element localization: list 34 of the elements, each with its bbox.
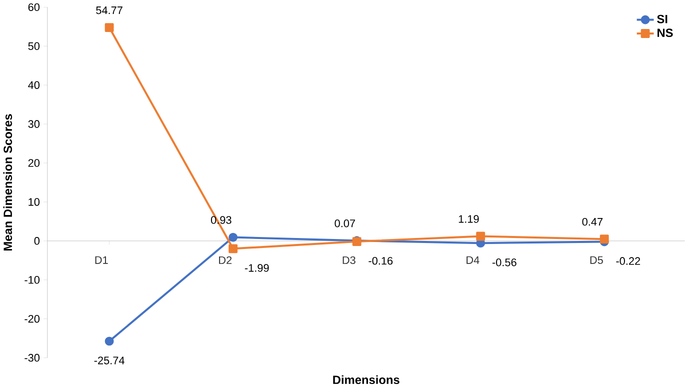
point (228, 244, 238, 253)
data-label: 0.07 (334, 219, 355, 228)
y-tick-label: 50 (28, 42, 40, 50)
y-tick-label: 10 (28, 198, 40, 206)
y-tick-label: -10 (24, 276, 40, 284)
y-tick-label: 40 (28, 81, 40, 89)
point (600, 234, 609, 244)
y-tick-label: -30 (24, 354, 40, 362)
data-label: -0.56 (492, 258, 516, 266)
point (104, 336, 114, 346)
data-label: -0.16 (368, 256, 393, 264)
legend-label: NS (658, 28, 673, 37)
y-axis-title: Mean Dimension Scores (3, 114, 12, 250)
data-label: -1.99 (244, 264, 269, 272)
point (104, 22, 114, 32)
y-tick-label: 20 (28, 158, 40, 167)
y-tick-label: 30 (28, 120, 40, 128)
data-label: 1.19 (458, 214, 479, 223)
data-label: -0.22 (616, 257, 640, 265)
data-label: 0.47 (582, 218, 603, 226)
y-tick-label: 0 (34, 236, 40, 245)
point (476, 232, 486, 241)
data-label: 54.77 (96, 6, 122, 14)
x-tick-label: D4 (466, 256, 480, 264)
legend-label: SI (657, 14, 668, 24)
x-tick-label: D2 (219, 256, 232, 264)
y-tick-label: -20 (24, 314, 40, 323)
x-tick-label: D5 (590, 256, 603, 264)
data-label: -25.74 (94, 356, 124, 364)
point (228, 232, 238, 242)
x-tick-label: D1 (95, 256, 108, 264)
x-axis-title: Dimensions (333, 375, 400, 384)
y-tick-label: 60 (28, 3, 40, 11)
x-tick-label: D3 (342, 256, 356, 264)
